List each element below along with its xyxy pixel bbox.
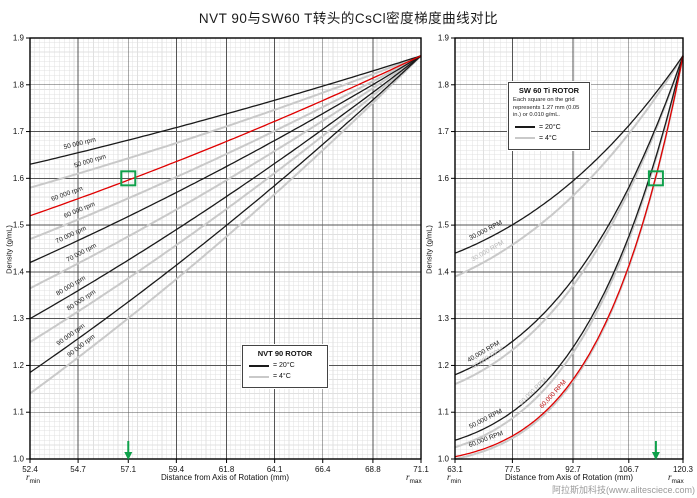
x-tick-label: 59.4: [169, 465, 185, 474]
curve-30000RPM-20c: [454, 55, 684, 254]
y-axis-label-left: Density (g/mL): [4, 225, 14, 274]
y-tick-label: 1.7: [438, 127, 450, 136]
green-down-arrow-head: [124, 452, 133, 460]
curve-40000RPM-4c: [454, 55, 684, 386]
curve-40000RPM-20c: [454, 55, 684, 376]
plot-frame: [29, 37, 422, 460]
y-tick-label: 1.3: [13, 314, 25, 323]
x-tick-label: 61.8: [219, 465, 235, 474]
legend-title: NVT 90 ROTOR: [257, 349, 313, 358]
curve-30000RPM-4c: [454, 55, 684, 278]
x-tick-label: 92.7: [565, 465, 581, 474]
legend-note: Each square on the grid represents 1.27 …: [513, 97, 580, 119]
black-line-swatch: [515, 126, 535, 129]
curve-60000rpm-20c: [29, 55, 422, 217]
y-tick-label: 1.2: [438, 361, 450, 370]
legend-entry-4c: = 4°C: [515, 135, 583, 142]
green-down-arrow-head: [651, 452, 660, 460]
sw60ti-legend: SW 60 Ti ROTOR Each square on the grid r…: [508, 82, 590, 150]
y-tick-label: 1.9: [438, 34, 450, 43]
x-tick-label: 57.1: [120, 465, 136, 474]
y-tick-label: 1.2: [13, 361, 25, 370]
legend-entry-label: = 20°C: [273, 362, 295, 369]
plot-frame: [454, 37, 684, 460]
y-tick-label: 1.8: [13, 80, 25, 89]
x-axis-label-left: Distance from Axis of Rotation (mm): [160, 473, 290, 482]
legend-entry-20c: = 20°C: [249, 362, 321, 369]
y-tick-label: 1.1: [438, 408, 450, 417]
x-tick-label: 120.3: [673, 465, 694, 474]
watermark: 阿拉斯加科技(www.alitesciece.com): [551, 485, 695, 495]
y-tick-label: 1.6: [438, 174, 450, 183]
y-tick-label: 1.6: [13, 174, 25, 183]
curve-60000rpm-4c: [29, 54, 422, 241]
rmax-label-right: rmax: [668, 472, 684, 485]
y-tick-label: 1.4: [438, 267, 450, 276]
x-axis-label-right: Distance from Axis of Rotation (mm): [504, 473, 634, 482]
legend-entry-label: = 20°C: [539, 123, 561, 131]
x-tick-label: 106.7: [619, 465, 640, 474]
rmin-label-right: rmin: [447, 472, 461, 485]
y-tick-label: 1.0: [13, 455, 25, 464]
x-tick-label: 63.1: [447, 465, 463, 474]
curve-50000RPM-20c: [454, 55, 684, 441]
green-target-square: [120, 170, 137, 187]
legend-entry-label: = 4°C: [273, 373, 291, 380]
y-tick-label: 1.8: [438, 80, 450, 89]
curve-50000rpm-4c: [29, 54, 422, 189]
legend-entry-label: = 4°C: [539, 134, 557, 142]
x-tick-label: 64.1: [267, 465, 283, 474]
x-tick-label: 54.7: [70, 465, 86, 474]
legend-title: SW 60 Ti ROTOR: [518, 86, 580, 95]
y-tick-label: 1.5: [13, 221, 25, 230]
x-tick-label: 52.4: [22, 465, 38, 474]
curve-60000RPM-20c: [454, 55, 684, 458]
x-tick-label: 71.1: [413, 465, 429, 474]
y-tick-label: 1.3: [438, 314, 450, 323]
legend-entry-20c: = 20°C: [515, 124, 583, 131]
y-tick-label: 1.1: [13, 408, 25, 417]
y-axis-label-right: Density (g/mL): [424, 225, 434, 274]
curve-80000rpm-20c: [29, 55, 422, 320]
page-title: NVT 90与SW60 T转头的CsCl密度梯度曲线对比: [198, 11, 499, 26]
black-line-swatch: [249, 364, 269, 367]
y-tick-label: 1.0: [438, 455, 450, 464]
gray-line-swatch: [515, 137, 535, 140]
x-tick-label: 77.5: [505, 465, 521, 474]
legend-entry-4c: = 4°C: [249, 373, 321, 380]
curve-50000RPM-4c: [454, 55, 684, 449]
curve-70000rpm-20c: [29, 55, 422, 264]
x-tick-label: 66.4: [315, 465, 331, 474]
curve-70000rpm-4c: [29, 54, 422, 290]
curve-80000rpm-4c: [29, 55, 422, 343]
y-tick-label: 1.5: [438, 221, 450, 230]
x-tick-label: 68.8: [365, 465, 381, 474]
y-tick-label: 1.4: [13, 267, 25, 276]
y-tick-label: 1.7: [13, 127, 25, 136]
curve-label: 60 000 rpm: [63, 201, 96, 220]
curve-90000rpm-4c: [29, 55, 422, 395]
curve-label: 30,000 RPM: [468, 219, 503, 242]
rmin-label-left: rmin: [26, 472, 40, 485]
curve-90000rpm-20c: [29, 55, 422, 374]
rmax-label-left: rmax: [406, 472, 422, 485]
curve-50000rpm-20c: [29, 55, 422, 165]
y-tick-label: 1.9: [13, 34, 25, 43]
green-target-square: [647, 170, 664, 187]
nvt90-legend: NVT 90 ROTOR = 20°C = 4°C: [242, 345, 328, 388]
gray-line-swatch: [249, 375, 269, 378]
